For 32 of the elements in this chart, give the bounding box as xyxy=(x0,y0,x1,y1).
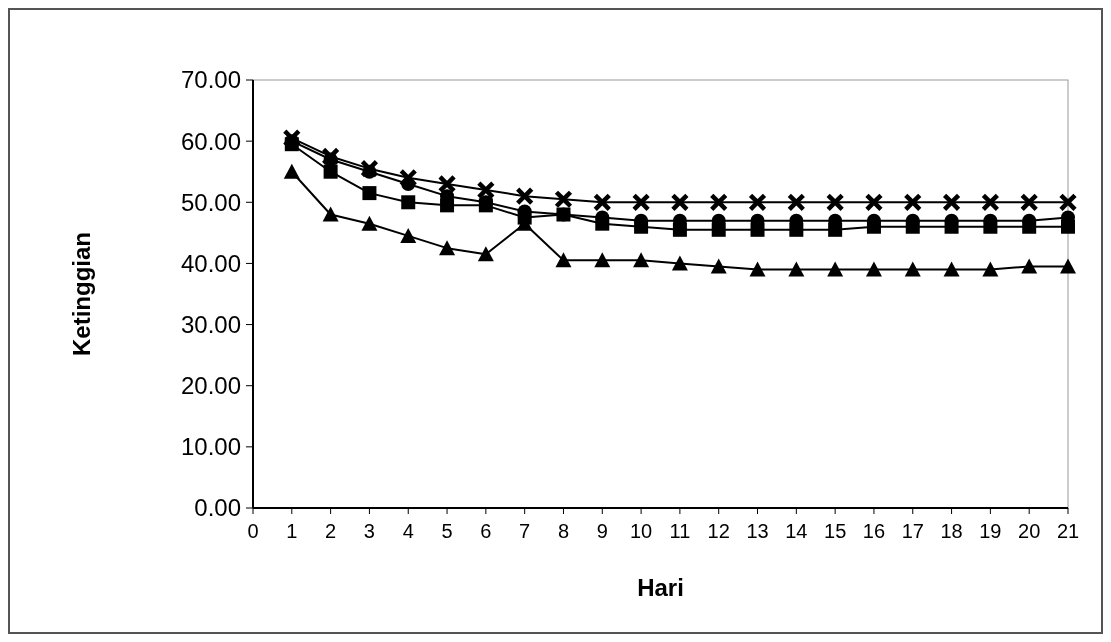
x-tick-label: 19 xyxy=(979,520,1002,542)
x-tick-label: 9 xyxy=(596,520,608,542)
y-tick-label: 0.00 xyxy=(194,494,241,522)
x-axis-title: Hari xyxy=(637,574,684,601)
x-tick-label: 12 xyxy=(707,520,730,542)
x-tick-label: 1 xyxy=(286,520,298,542)
x-tick-label: 4 xyxy=(402,520,414,542)
x-tick-label: 17 xyxy=(901,520,924,542)
x-tick-label: 8 xyxy=(557,520,570,542)
x-tick-label: 13 xyxy=(746,520,769,542)
y-tick-label: 30.00 xyxy=(180,310,241,338)
y-tick-label: 20.00 xyxy=(180,372,241,400)
x-tick-label: 14 xyxy=(785,520,808,542)
x-tick-label: 15 xyxy=(824,520,847,542)
x-tick-label: 16 xyxy=(862,520,886,542)
x-tick-label: 5 xyxy=(441,520,453,542)
y-tick-label: 70.00 xyxy=(180,66,241,94)
x-tick-label: 10 xyxy=(629,520,653,542)
x-tick-label: 11 xyxy=(669,520,691,542)
y-tick-label: 40.00 xyxy=(180,249,241,277)
x-tick-label: 18 xyxy=(940,520,963,542)
x-tick-label: 3 xyxy=(363,520,375,542)
y-tick-label: 50.00 xyxy=(180,188,241,216)
x-tick-label: 2 xyxy=(325,520,337,542)
y-axis-title: Ketinggian xyxy=(68,232,95,356)
x-tick-label: 21 xyxy=(1056,520,1080,542)
x-tick-label: 6 xyxy=(480,520,492,542)
x-tick-label: 0 xyxy=(247,520,259,542)
y-tick-label: 10.00 xyxy=(180,433,241,461)
y-tick-label: 60.00 xyxy=(180,127,241,155)
x-tick-label: 20 xyxy=(1018,520,1041,542)
x-tick-label: 7 xyxy=(519,520,531,542)
